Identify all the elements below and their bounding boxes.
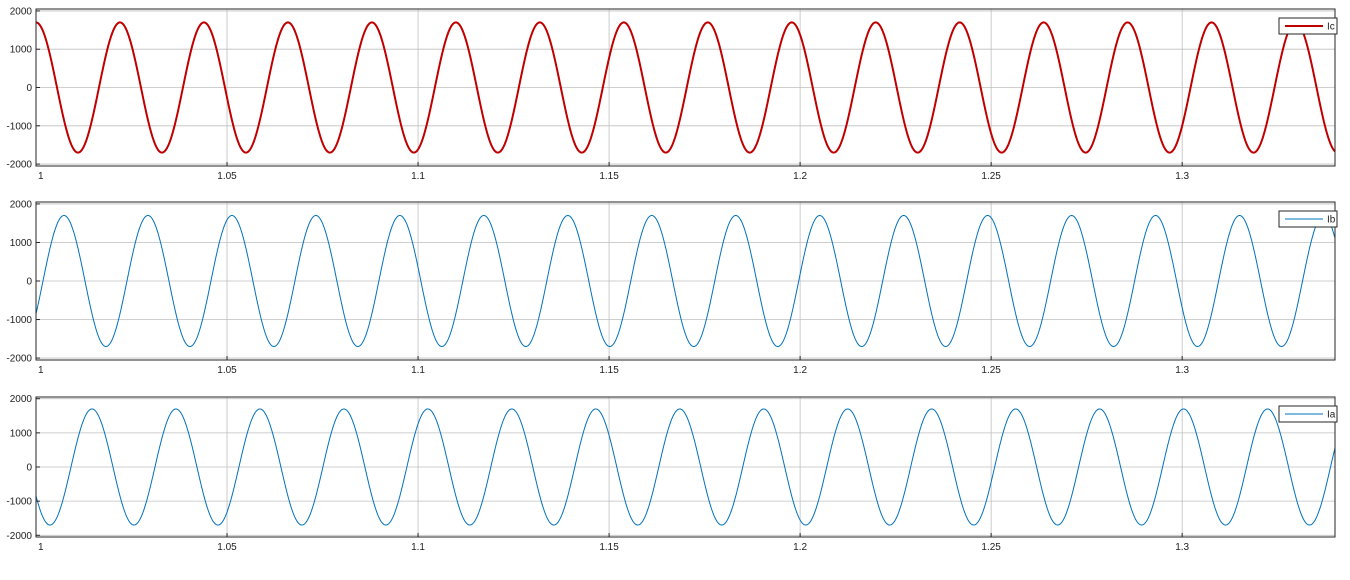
x-tick-label: 1.1 [411, 542, 425, 553]
x-tick-label: 1.15 [599, 542, 619, 553]
legend-label: Ic [1327, 22, 1335, 33]
x-tick-label: 1.3 [1175, 542, 1189, 553]
y-tick-label: 2000 [10, 6, 33, 17]
x-tick-label: 1.05 [217, 365, 237, 376]
y-tick-label: 1000 [10, 45, 33, 56]
y-tick-label: 2000 [10, 199, 33, 210]
y-tick-label: 0 [26, 463, 32, 474]
y-tick-label: 2000 [10, 394, 33, 405]
y-tick-label: -1000 [6, 497, 32, 508]
chart-panel-3: -2000 -1000 0 1000 2000 1 1.05 1.1 1.15 1.2 1.25 1.… [6, 394, 1338, 553]
x-tick-label: 1.05 [217, 542, 237, 553]
y-tick-label: -2000 [6, 531, 32, 542]
y-tick-label: -2000 [6, 160, 32, 171]
y-tick-label: 0 [26, 277, 32, 288]
series-line-ic [35, 21, 1336, 154]
x-tick-label: 1.2 [793, 542, 807, 553]
x-tick-label: 1 [38, 365, 44, 376]
x-tick-label: 1.2 [793, 365, 807, 376]
x-tick-label: 1.25 [981, 542, 1001, 553]
y-tick-label: 0 [26, 83, 32, 94]
chart-panel-1: -2000 -1000 0 1000 2000 1 1.05 1.1 1.15 1.2 1.25 1.… [6, 6, 1338, 182]
x-tick-label: 1.25 [981, 365, 1001, 376]
chart-panel-2: -2000 -1000 0 1000 2000 1 1.05 1.1 1.15 1.2 1.25 1.… [6, 199, 1338, 376]
y-tick-label: 1000 [10, 238, 33, 249]
series-line-ib [35, 214, 1336, 348]
x-tick-label: 1.1 [411, 171, 425, 182]
legend-label: Ia [1327, 410, 1336, 421]
legend[interactable]: Ia [1278, 405, 1338, 423]
x-tick-label: 1.05 [217, 171, 237, 182]
series-line-ia [35, 408, 1336, 526]
legend[interactable]: Ib [1278, 210, 1338, 228]
legend-label: Ib [1327, 215, 1336, 226]
x-tick-label: 1 [38, 542, 44, 553]
x-tick-label: 1.1 [411, 365, 425, 376]
x-tick-label: 1.15 [599, 365, 619, 376]
x-tick-label: 1.3 [1175, 365, 1189, 376]
legend[interactable]: Ic [1278, 17, 1338, 35]
y-tick-label: -2000 [6, 354, 32, 365]
x-tick-label: 1.15 [599, 171, 619, 182]
x-tick-label: 1.3 [1175, 171, 1189, 182]
y-tick-label: -1000 [6, 315, 32, 326]
y-tick-label: -1000 [6, 121, 32, 132]
x-tick-label: 1.25 [981, 171, 1001, 182]
x-tick-label: 1.2 [793, 171, 807, 182]
y-tick-label: 1000 [10, 428, 33, 439]
x-tick-label: 1 [38, 171, 44, 182]
